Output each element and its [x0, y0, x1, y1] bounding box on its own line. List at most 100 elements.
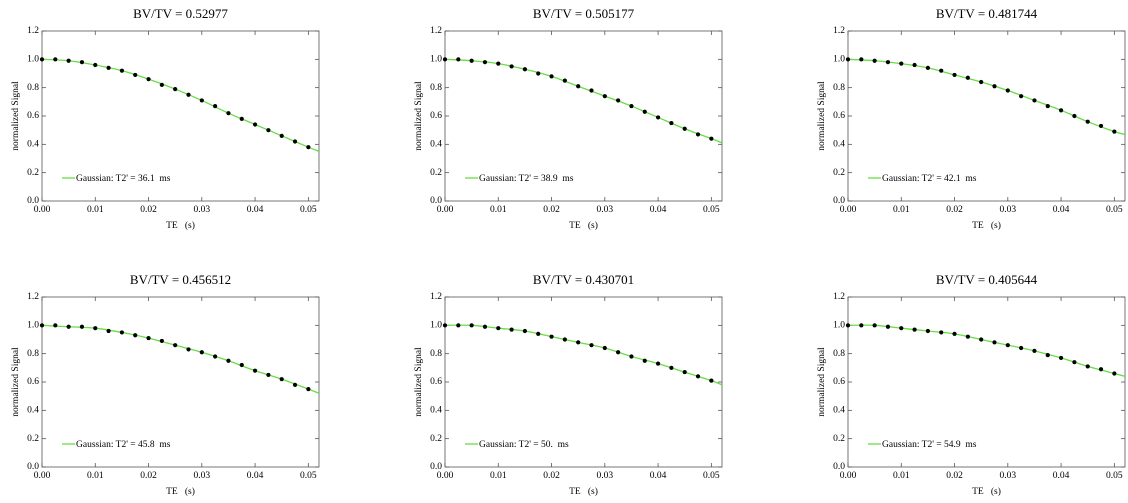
- data-point: [1005, 88, 1010, 93]
- data-point: [682, 126, 687, 131]
- chart-panel: BV/TV = 0.456512 TE (s) normalized Signal 0…: [11, 272, 320, 497]
- data-point: [39, 57, 45, 62]
- data-point: [199, 98, 204, 103]
- legend-label: Gaussian: T2' = 54.9 ms: [882, 440, 977, 450]
- data-point: [213, 354, 218, 359]
- data-point: [602, 94, 607, 99]
- data-point: [442, 323, 448, 328]
- data-point: [1085, 119, 1090, 124]
- x-axis-label: TE (s): [166, 486, 195, 497]
- data-point: [442, 57, 448, 62]
- y-tick-label: 0.4: [430, 140, 442, 150]
- x-tick-label: 0.00: [437, 471, 454, 481]
- data-point: [1019, 94, 1024, 99]
- data-point: [925, 328, 931, 334]
- x-tick-label: 0.01: [87, 471, 104, 481]
- data-point: [306, 145, 311, 150]
- x-tick-label: 0.02: [140, 205, 157, 215]
- x-tick-label: 0.05: [1106, 205, 1123, 215]
- y-tick-label: 0.4: [27, 140, 39, 150]
- data-point: [469, 323, 474, 328]
- y-tick-label: 0.4: [430, 406, 442, 416]
- chart-title: BV/TV = 0.405644: [936, 272, 1038, 287]
- x-tick-label: 0.04: [650, 471, 667, 481]
- x-axis-label: TE (s): [569, 220, 598, 231]
- data-point: [845, 323, 851, 328]
- data-point: [859, 323, 864, 328]
- data-point: [602, 345, 607, 351]
- data-point: [872, 58, 877, 63]
- y-tick-label: 0.8: [430, 349, 442, 359]
- data-point: [885, 324, 891, 329]
- fit-line: [445, 324, 722, 386]
- data-point: [146, 335, 151, 341]
- x-tick-label: 0.05: [300, 471, 317, 481]
- data-point: [66, 324, 71, 329]
- data-point: [939, 330, 944, 335]
- data-point: [965, 334, 970, 339]
- legend-label: Gaussian: T2' = 45.8 ms: [76, 440, 171, 450]
- data-point: [292, 139, 298, 144]
- y-tick-label: 1.2: [833, 26, 845, 36]
- data-point: [992, 340, 997, 345]
- y-tick-label: 0.6: [27, 111, 39, 121]
- y-tick-label: 1.2: [833, 292, 845, 302]
- x-tick-label: 0.05: [1106, 471, 1123, 481]
- y-tick-label: 1.0: [430, 55, 442, 65]
- y-tick-label: 0.8: [430, 83, 442, 93]
- data-point: [496, 61, 501, 66]
- data-point: [279, 133, 284, 138]
- chart-title: BV/TV = 0.52977: [133, 6, 228, 21]
- x-tick-label: 0.04: [1053, 471, 1070, 481]
- data-point: [576, 84, 581, 89]
- data-point: [549, 74, 554, 79]
- data-point: [952, 72, 957, 78]
- data-point: [53, 57, 58, 62]
- data-point: [1072, 360, 1077, 365]
- data-point: [39, 323, 45, 328]
- y-tick-label: 1.0: [27, 55, 39, 65]
- data-point: [1072, 113, 1077, 119]
- data-point: [79, 324, 85, 329]
- data-point: [1032, 98, 1037, 103]
- legend-label: Gaussian: T2' = 36.1 ms: [76, 174, 171, 184]
- x-tick-label: 0.01: [893, 471, 910, 481]
- chart-title: BV/TV = 0.430701: [533, 272, 634, 287]
- data-point: [469, 58, 474, 63]
- data-point: [186, 92, 191, 97]
- data-point: [939, 68, 944, 73]
- data-point: [496, 326, 501, 331]
- data-point: [669, 365, 674, 370]
- y-tick-label: 1.0: [833, 321, 845, 331]
- x-axis-label: TE (s): [569, 486, 598, 497]
- x-axis-label: TE (s): [972, 220, 1001, 231]
- data-point: [93, 62, 98, 68]
- data-point: [146, 77, 151, 82]
- data-point: [1085, 364, 1090, 369]
- chart-panel: BV/TV = 0.52977 TE (s) normalized Signal 0.…: [11, 6, 320, 231]
- data-point: [1019, 345, 1024, 351]
- data-point: [159, 338, 164, 344]
- y-tick-label: 0.4: [27, 406, 39, 416]
- data-point: [1112, 371, 1117, 376]
- y-tick-label: 0.4: [833, 140, 845, 150]
- x-tick-label: 0.04: [247, 471, 264, 481]
- y-tick-label: 0.6: [27, 377, 39, 387]
- data-point: [669, 120, 674, 126]
- data-point: [655, 115, 661, 120]
- y-tick-label: 0.6: [430, 377, 442, 387]
- data-point: [629, 103, 634, 109]
- data-point: [252, 122, 258, 127]
- y-tick-label: 1.2: [27, 292, 39, 302]
- y-tick-label: 0.8: [27, 349, 39, 359]
- y-tick-label: 0.0: [27, 196, 39, 206]
- x-tick-label: 0.05: [703, 471, 720, 481]
- y-tick-label: 0.2: [833, 168, 845, 178]
- data-point: [912, 62, 917, 68]
- data-point: [119, 68, 125, 73]
- data-point: [562, 337, 567, 342]
- data-point: [979, 79, 984, 85]
- data-point: [133, 333, 138, 338]
